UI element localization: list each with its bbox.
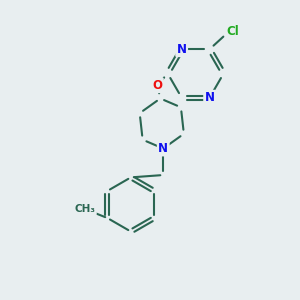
Text: N: N [205, 91, 214, 104]
Text: Cl: Cl [226, 25, 239, 38]
Text: N: N [158, 142, 168, 155]
Text: O: O [152, 79, 162, 92]
Text: CH₃: CH₃ [74, 204, 95, 214]
Text: N: N [177, 43, 187, 56]
